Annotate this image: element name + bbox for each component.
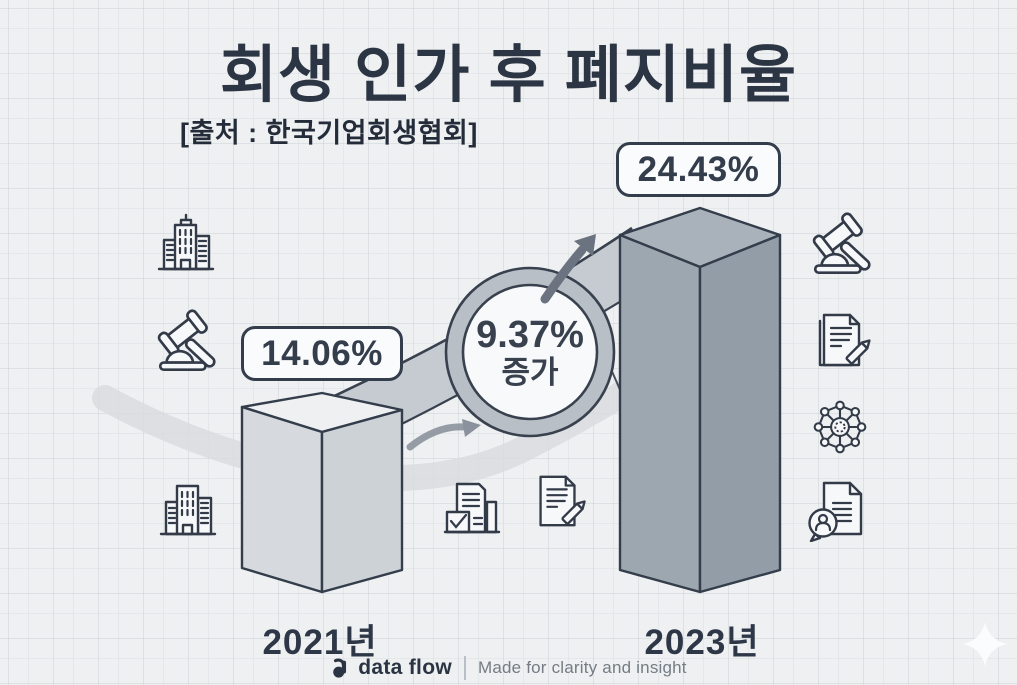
footer-tagline: Made for clarity and insight xyxy=(477,658,687,677)
document-pencil-icon xyxy=(527,470,589,532)
gavel-icon xyxy=(152,306,226,380)
value-badge-2021: 14.06% xyxy=(241,326,403,381)
growth-value: 9.37% xyxy=(476,314,584,356)
growth-ring xyxy=(444,266,616,438)
page-title: 회생 인가 후 폐지비율 xyxy=(219,41,798,110)
footer-brand-text: data flow xyxy=(358,656,452,679)
footer-brand: data flow xyxy=(330,656,452,680)
document-pencil-icon xyxy=(810,308,874,372)
arrow-up-small-icon xyxy=(406,419,481,451)
arrow-up-large-icon xyxy=(540,234,596,304)
growth-badge: 9.37% 증가 xyxy=(455,314,605,391)
footer: data flow Made for clarity and insight xyxy=(0,656,1017,680)
category-label-2021: 2021년 xyxy=(262,623,378,662)
bar-2021 xyxy=(240,391,404,594)
source-caption: [출처 : 한국기업회생협회] xyxy=(180,118,478,148)
sparkle-icon xyxy=(963,622,1007,666)
category-label-2023: 2023년 xyxy=(644,623,760,662)
document-person-icon xyxy=(806,478,870,542)
building-icon xyxy=(156,478,220,542)
building-icon xyxy=(154,213,218,277)
network-icon xyxy=(810,397,870,457)
dataflow-logo-icon xyxy=(330,656,352,680)
growth-caption: 증가 xyxy=(501,355,559,391)
bar-2023 xyxy=(618,206,782,594)
footer-divider xyxy=(463,656,466,680)
checklist-document-icon xyxy=(440,476,504,540)
value-badge-2023: 24.43% xyxy=(616,142,781,197)
gavel-icon xyxy=(807,209,881,283)
